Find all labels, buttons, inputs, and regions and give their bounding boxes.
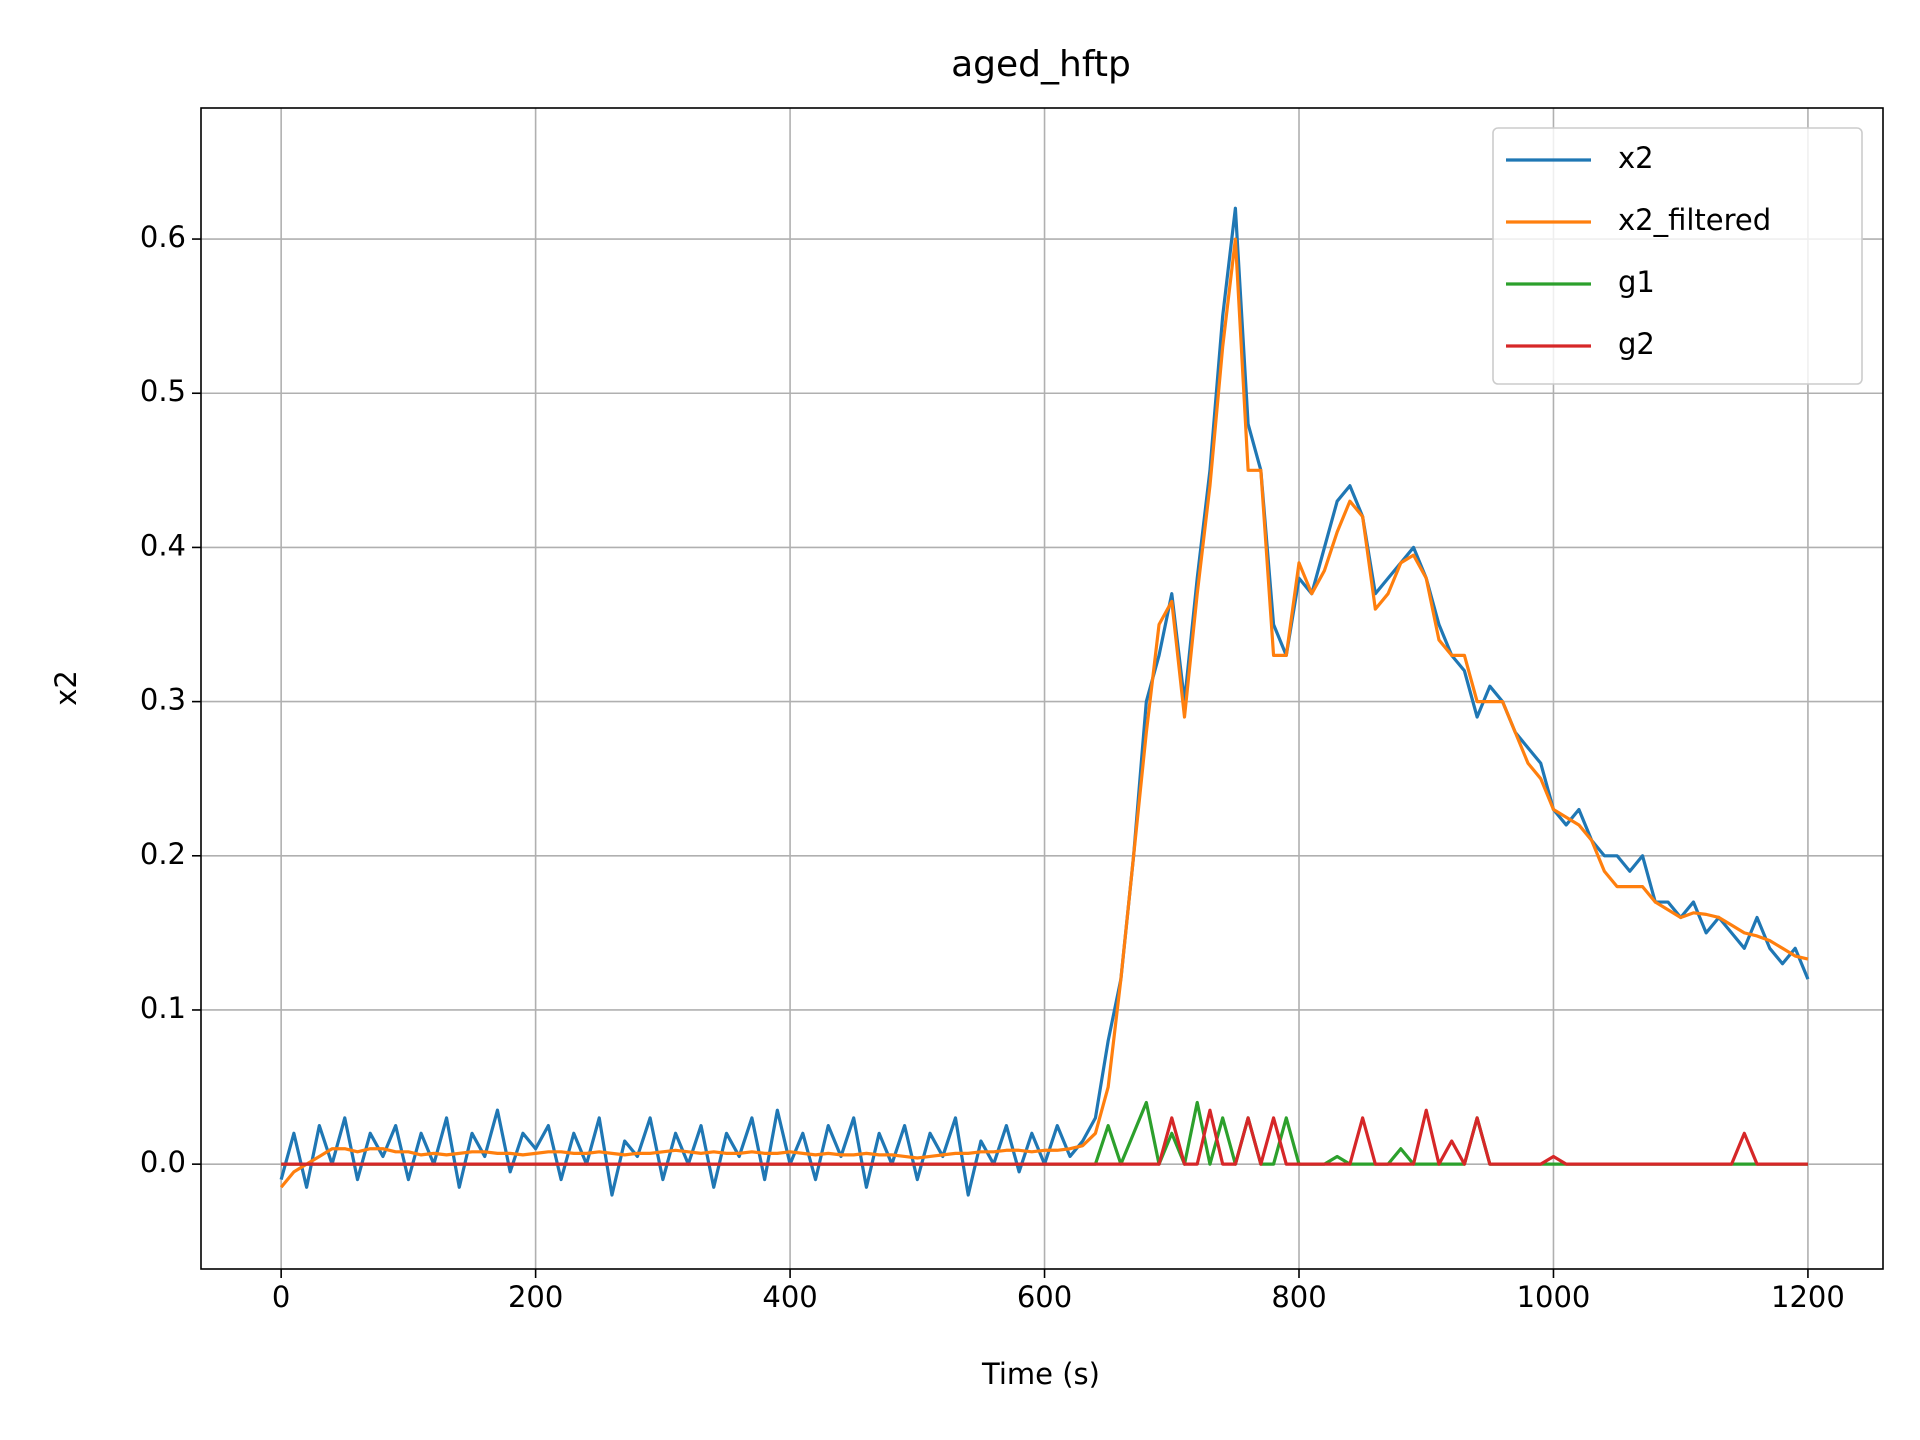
x-axis-label: Time (s) [981, 1357, 1100, 1391]
series-line [279, 237, 1809, 1189]
x-tick-label: 1200 [1771, 1280, 1845, 1314]
legend-box [1492, 127, 1863, 385]
legend-label: g1 [1618, 265, 1655, 299]
legend-label: x2_filtered [1618, 203, 1771, 237]
x-tick-label: 800 [1271, 1280, 1326, 1314]
x-tick-label: 200 [508, 1280, 563, 1314]
y-axis-label: x2 [49, 670, 83, 706]
y-tick-label: 0.4 [140, 528, 186, 562]
plot-frame [200, 107, 1884, 1270]
y-tick-label: 0.1 [140, 991, 186, 1025]
x-tick-label: 600 [1017, 1280, 1072, 1314]
x-tick-label: 1000 [1517, 1280, 1591, 1314]
y-tick-label: 0.0 [140, 1145, 186, 1179]
x-tick-label: 400 [762, 1280, 817, 1314]
y-tick-label: 0.2 [140, 837, 186, 871]
y-tick-label: 0.6 [140, 220, 186, 254]
y-tick-label: 0.5 [140, 374, 186, 408]
series-line [281, 1108, 1808, 1166]
legend-label: x2 [1618, 141, 1654, 175]
chart-title: aged_hftp [951, 44, 1131, 85]
legend: x2 x2_filtered g1 g2 [1492, 127, 1863, 385]
x-tick-label: 0 [272, 1280, 290, 1314]
y-tick-label: 0.3 [140, 683, 186, 717]
legend-label: g2 [1618, 327, 1655, 361]
